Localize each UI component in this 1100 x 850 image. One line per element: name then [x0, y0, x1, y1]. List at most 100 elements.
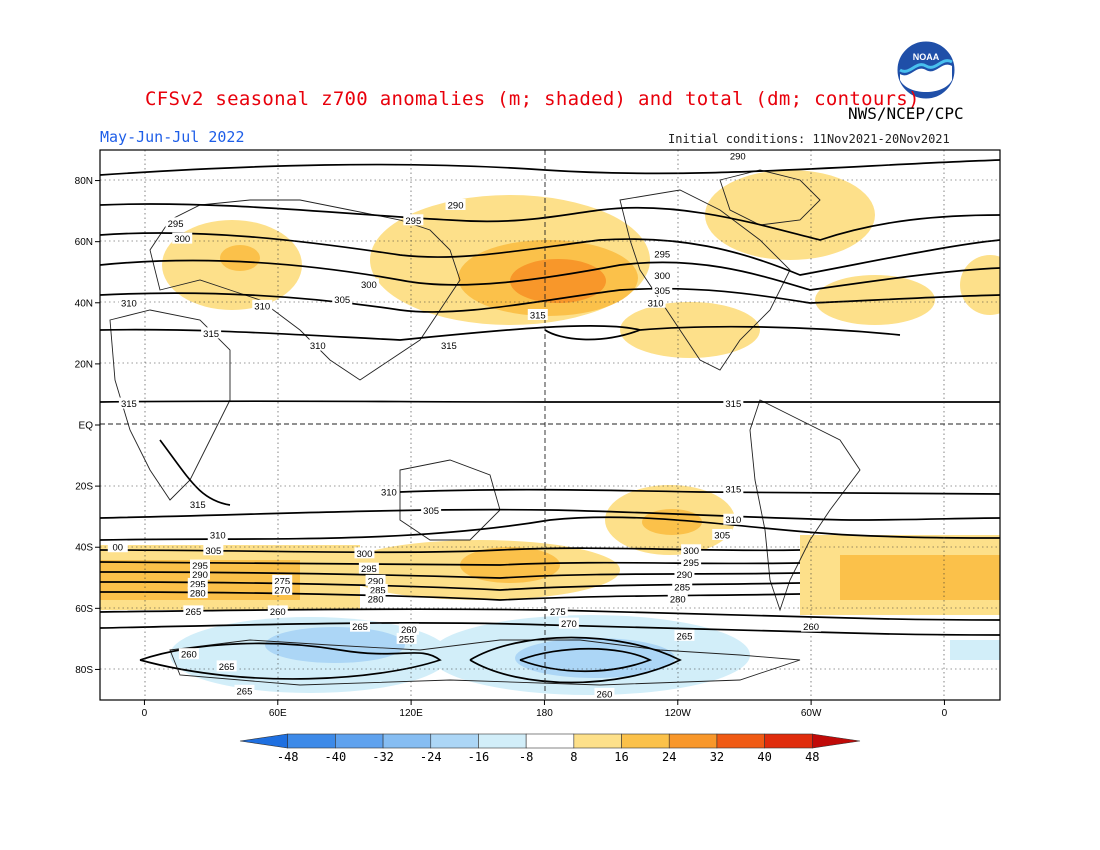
lon-tick-label: 120E [399, 708, 423, 719]
contour-label-bg [801, 620, 822, 632]
contour-label: 290 [368, 576, 384, 587]
contour-label-bg [365, 574, 386, 586]
contour-label-bg [652, 284, 673, 296]
initial-conditions: Initial conditions: 11Nov2021-20Nov2021 [668, 132, 950, 146]
contour-label-bg [367, 584, 388, 595]
lon-tick-label: 0 [942, 708, 948, 719]
contour-310-north [100, 287, 1000, 313]
lat-tick-label: 20N [75, 359, 93, 370]
contour-label: 270 [561, 619, 577, 630]
contour-label: 315 [441, 341, 457, 352]
contour-310-midlat [100, 508, 1000, 521]
contour-label: 290 [677, 570, 693, 581]
eurasia-outline [149, 199, 461, 381]
contour-label: 265 [219, 662, 235, 673]
legend-tick-label: -8 [519, 750, 533, 764]
contour-label-bg [712, 529, 733, 540]
legend-swatch [478, 733, 527, 749]
legend-tick-label: -32 [372, 750, 394, 764]
contour-label-bg [207, 529, 228, 540]
contour-label: 310 [648, 298, 664, 309]
legend-swatch [764, 733, 813, 749]
anomaly-band-south-atlantic-core [840, 555, 1000, 600]
contour-label: 310 [254, 301, 270, 312]
contour-label-bg [645, 296, 666, 308]
legend-swatch [430, 733, 479, 749]
lat-tick-label: 60N [75, 237, 93, 248]
legend-swatch [382, 733, 432, 749]
contour-label: 265 [352, 622, 368, 633]
contour-label: 295 [683, 558, 699, 569]
contour-label: 305 [714, 531, 730, 542]
south-america-outline [749, 399, 861, 612]
contour-290-south [100, 571, 801, 579]
contour-label-bg [307, 339, 328, 351]
anomaly-area-greenland [705, 170, 875, 260]
contour-label: 305 [334, 295, 350, 306]
australia-outline [399, 459, 501, 541]
latitude-tick-labels: 80N 60N 40N 20N EQ 20S 40S 60S 80S [75, 176, 100, 676]
lon-tick-label: 120W [665, 708, 692, 719]
lat-tick-label: 80S [75, 665, 93, 676]
contour-label: 310 [310, 341, 326, 352]
legend-swatch [716, 733, 765, 749]
contour-label-bg [681, 544, 702, 556]
contour-label: 315 [121, 399, 137, 410]
contour-305-midlat [100, 516, 1000, 541]
legend-tick-label: 24 [662, 750, 676, 764]
legend-swatch [621, 733, 670, 749]
antarctica-outline [169, 639, 801, 686]
contour-label-bg [398, 623, 419, 635]
contour-label: 265 [677, 631, 693, 642]
agency-label: NWS/NCEP/CPC [848, 104, 964, 123]
contour-label-bg [594, 687, 615, 699]
contour-label-bg [187, 577, 208, 589]
contour-label-bg [187, 498, 208, 510]
contour-label-bg [190, 559, 210, 571]
legend-color-bar [239, 733, 861, 749]
legend-tick-label: 16 [614, 750, 628, 764]
contour-300-north [100, 232, 1000, 276]
noaa-logo: NOAA [896, 40, 956, 100]
contour-label: 275 [550, 607, 566, 618]
contour-label-bg [674, 629, 695, 641]
contour-label: 295 [654, 249, 670, 260]
contour-label-bg [332, 293, 353, 305]
contour-label: 260 [597, 689, 613, 700]
contour-label-bg [681, 556, 702, 568]
contour-310-south [399, 488, 1000, 495]
contour-label-bg [652, 247, 673, 259]
contour-label-bg [358, 562, 379, 574]
lon-tick-label: 180 [536, 708, 553, 719]
legend-tick-label: 8 [570, 750, 577, 764]
contour-label-bg [165, 217, 186, 229]
contour-315-north [100, 325, 901, 341]
contour-label-bg [527, 309, 548, 320]
contour-label-bg [252, 299, 273, 311]
contour-label-bg [445, 199, 466, 210]
contour-label: 295 [361, 564, 377, 575]
legend-tick-labels: -48 -40 -32 -24 -16 -8 8 16 24 32 40 48 [277, 750, 820, 764]
contour-label-bg [118, 296, 139, 308]
forecast-period: May-Jun-Jul 2022 [100, 128, 245, 146]
contour-label: 305 [205, 546, 221, 557]
north-america-outline [619, 189, 791, 371]
legend-tick-label: 40 [757, 750, 771, 764]
contour-label: 305 [654, 286, 670, 297]
map-title: CFSv2 seasonal z700 anomalies (m; shaded… [145, 88, 920, 110]
contour-label: 295 [192, 561, 208, 572]
contour-label-bg [354, 547, 375, 559]
contour-label: 285 [674, 582, 690, 593]
contour-label: 295 [405, 216, 421, 227]
contour-label-bg [190, 568, 210, 580]
contour-label: 310 [725, 515, 741, 526]
legend-tick-label: -40 [325, 750, 347, 764]
equator-dateline [100, 150, 1000, 700]
contour-295-north [100, 203, 1000, 241]
contour-label-bg [272, 574, 293, 586]
lat-tick-label: 60S [75, 604, 93, 615]
lat-lon-grid [100, 150, 1000, 700]
contour-label-bg [403, 214, 424, 226]
contour-label-bg [547, 605, 568, 617]
